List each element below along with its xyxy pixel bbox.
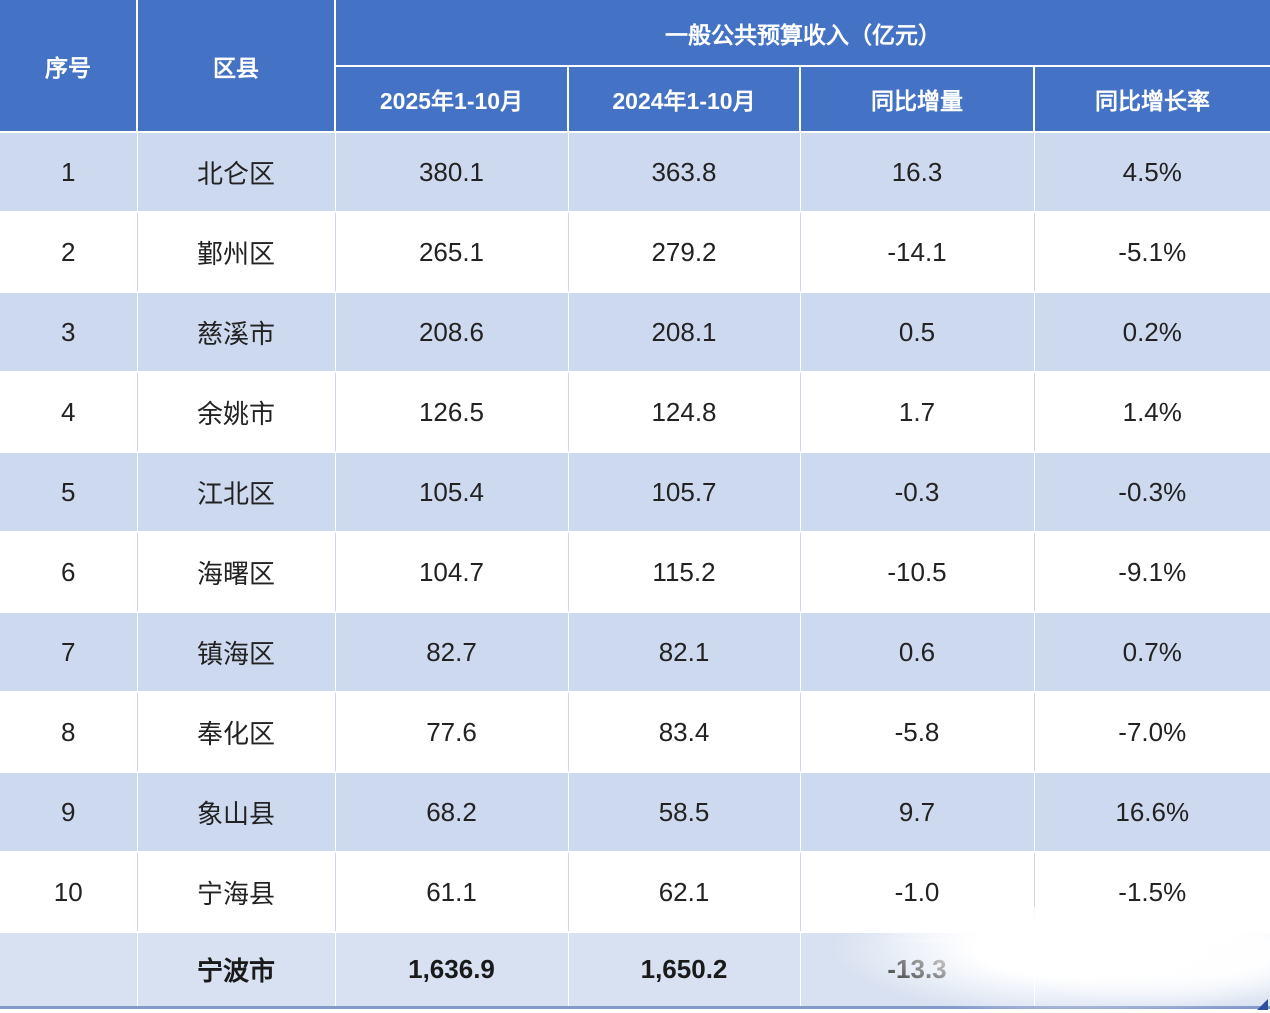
table-row: 4 余姚市 126.5 124.8 1.7 1.4% <box>0 371 1270 452</box>
table-header: 序号 区县 一般公共预算收入（亿元） 2025年1-10月 2024年1-10月… <box>0 0 1270 132</box>
cell-2025: 77.6 <box>335 691 569 772</box>
column-header-2025: 2025年1-10月 <box>335 66 569 132</box>
cell-2025: 105.4 <box>335 451 569 532</box>
total-cell-district: 宁波市 <box>137 931 336 1009</box>
cell-2025: 126.5 <box>335 371 569 452</box>
cell-2024: 279.2 <box>568 211 801 292</box>
cell-district: 奉化区 <box>137 691 336 772</box>
cell-rate: 1.4% <box>1034 371 1270 452</box>
cell-district: 江北区 <box>137 451 336 532</box>
cell-serial: 2 <box>0 211 138 292</box>
cell-district: 鄞州区 <box>137 211 336 292</box>
cell-2024: 363.8 <box>568 131 801 212</box>
cell-serial: 8 <box>0 691 138 772</box>
cell-delta: 0.5 <box>800 291 1035 372</box>
cell-rate: -9.1% <box>1034 531 1270 612</box>
header-row-sub: 2025年1-10月 2024年1-10月 同比增量 同比增长率 <box>0 66 1270 132</box>
table-row: 8 奉化区 77.6 83.4 -5.8 -7.0% <box>0 691 1270 772</box>
cell-2025: 380.1 <box>335 131 569 212</box>
cell-2024: 62.1 <box>568 851 801 932</box>
total-cell-2025: 1,636.9 <box>335 931 569 1009</box>
cell-delta: -1.0 <box>800 851 1035 932</box>
cell-2025: 265.1 <box>335 211 569 292</box>
total-cell-2024: 1,650.2 <box>568 931 801 1009</box>
cell-serial: 9 <box>0 771 138 852</box>
header-row-group: 序号 区县 一般公共预算收入（亿元） <box>0 0 1270 132</box>
cell-delta: -5.8 <box>800 691 1035 772</box>
table-row: 6 海曙区 104.7 115.2 -10.5 -9.1% <box>0 531 1270 612</box>
cell-2025: 104.7 <box>335 531 569 612</box>
cell-2025: 68.2 <box>335 771 569 852</box>
column-header-delta: 同比增量 <box>800 66 1035 132</box>
cell-2024: 83.4 <box>568 691 801 772</box>
table-row: 10 宁海县 61.1 62.1 -1.0 -1.5% <box>0 851 1270 932</box>
cell-delta: 16.3 <box>800 131 1035 212</box>
table-footer: 宁波市 1,636.9 1,650.2 -13.3 <box>0 931 1270 1009</box>
cell-district: 海曙区 <box>137 531 336 612</box>
total-cell-delta: -13.3 <box>800 931 1035 1009</box>
cell-2024: 105.7 <box>568 451 801 532</box>
cell-2024: 82.1 <box>568 611 801 692</box>
cell-rate: 0.7% <box>1034 611 1270 692</box>
cell-delta: 9.7 <box>800 771 1035 852</box>
cell-rate: 4.5% <box>1034 131 1270 212</box>
cell-2025: 208.6 <box>335 291 569 372</box>
table-body: 1 北仑区 380.1 363.8 16.3 4.5% 2 鄞州区 265.1 … <box>0 131 1270 932</box>
column-header-2024: 2024年1-10月 <box>568 66 801 132</box>
cell-delta: -10.5 <box>800 531 1035 612</box>
table-row: 9 象山县 68.2 58.5 9.7 16.6% <box>0 771 1270 852</box>
cell-district: 慈溪市 <box>137 291 336 372</box>
cell-delta: -0.3 <box>800 451 1035 532</box>
total-cell-serial <box>0 931 138 1009</box>
cell-serial: 1 <box>0 131 138 212</box>
cell-serial: 10 <box>0 851 138 932</box>
cell-rate: 0.2% <box>1034 291 1270 372</box>
cell-rate: -7.0% <box>1034 691 1270 772</box>
cell-delta: 1.7 <box>800 371 1035 452</box>
cell-rate: -0.3% <box>1034 451 1270 532</box>
cell-district: 象山县 <box>137 771 336 852</box>
column-header-rate: 同比增长率 <box>1034 66 1270 132</box>
cell-district: 北仑区 <box>137 131 336 212</box>
column-header-district: 区县 <box>137 0 336 132</box>
cell-delta: 0.6 <box>800 611 1035 692</box>
cell-serial: 5 <box>0 451 138 532</box>
column-header-serial: 序号 <box>0 0 138 132</box>
cell-serial: 7 <box>0 611 138 692</box>
total-cell-rate <box>1034 931 1270 1009</box>
cell-rate: -5.1% <box>1034 211 1270 292</box>
table-row: 5 江北区 105.4 105.7 -0.3 -0.3% <box>0 451 1270 532</box>
cell-2024: 58.5 <box>568 771 801 852</box>
cell-district: 余姚市 <box>137 371 336 452</box>
table-row: 3 慈溪市 208.6 208.1 0.5 0.2% <box>0 291 1270 372</box>
cell-2024: 115.2 <box>568 531 801 612</box>
column-header-group-title: 一般公共预算收入（亿元） <box>335 0 1270 67</box>
cell-rate: -1.5% <box>1034 851 1270 932</box>
cell-district: 宁海县 <box>137 851 336 932</box>
cell-delta: -14.1 <box>800 211 1035 292</box>
cell-2025: 61.1 <box>335 851 569 932</box>
cell-serial: 3 <box>0 291 138 372</box>
total-row: 宁波市 1,636.9 1,650.2 -13.3 <box>0 931 1270 1009</box>
cell-2025: 82.7 <box>335 611 569 692</box>
cell-serial: 6 <box>0 531 138 612</box>
cell-2024: 208.1 <box>568 291 801 372</box>
cell-rate: 16.6% <box>1034 771 1270 852</box>
cell-2024: 124.8 <box>568 371 801 452</box>
cell-district: 镇海区 <box>137 611 336 692</box>
corner-mark <box>1257 999 1268 1010</box>
table-row: 2 鄞州区 265.1 279.2 -14.1 -5.1% <box>0 211 1270 292</box>
cell-serial: 4 <box>0 371 138 452</box>
table-row: 7 镇海区 82.7 82.1 0.6 0.7% <box>0 611 1270 692</box>
table-row: 1 北仑区 380.1 363.8 16.3 4.5% <box>0 131 1270 212</box>
